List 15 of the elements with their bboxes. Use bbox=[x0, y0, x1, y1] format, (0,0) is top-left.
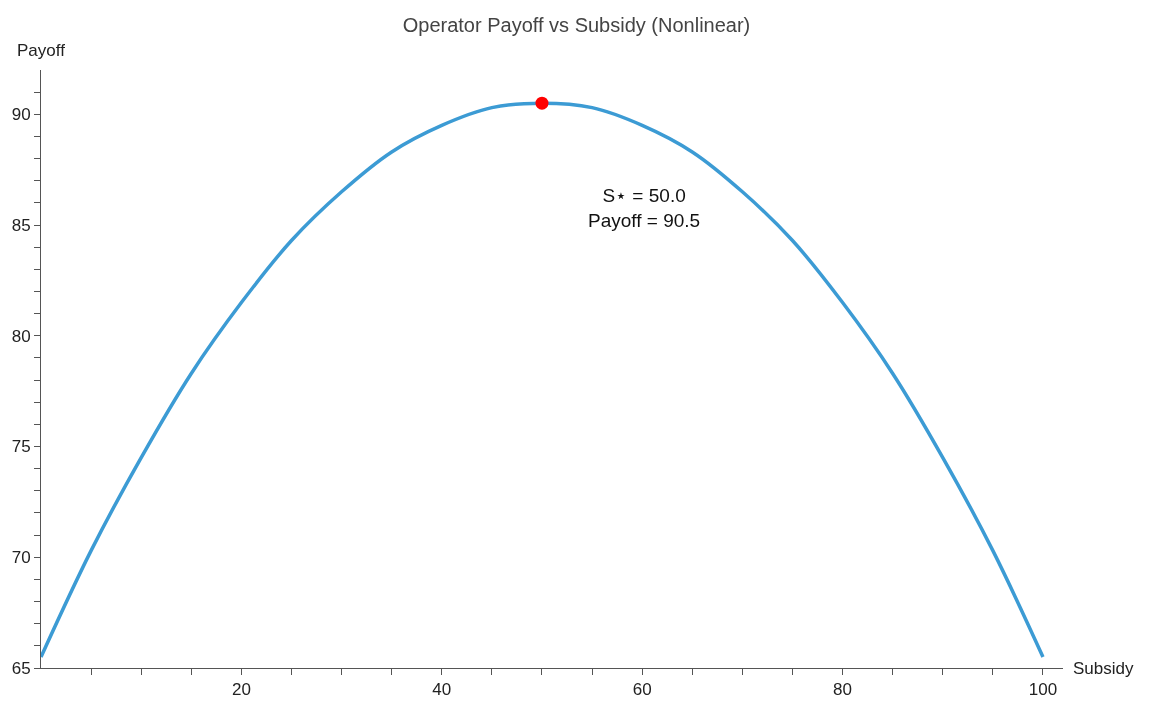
x-tick-label: 100 bbox=[1028, 680, 1058, 700]
y-tick-label: 65 bbox=[11, 658, 31, 678]
y-tick-label: 75 bbox=[11, 437, 31, 457]
x-tick-label: 20 bbox=[231, 680, 251, 700]
y-tick-label: 85 bbox=[11, 215, 31, 235]
annotation: S⋆ = 50.0 Payoff = 90.5 bbox=[588, 185, 701, 231]
y-tick-label: 70 bbox=[11, 548, 31, 568]
x-tick-label: 60 bbox=[632, 680, 652, 700]
y-tick-label: 80 bbox=[11, 326, 31, 346]
y-axis-title: Payoff bbox=[17, 41, 66, 60]
chart-title: Operator Payoff vs Subsidy (Nonlinear) bbox=[402, 13, 751, 36]
x-tick-label: 80 bbox=[833, 680, 853, 700]
y-tick-label: 90 bbox=[11, 105, 31, 125]
x-axis-title: Subsidy bbox=[1073, 659, 1134, 678]
x-tick-label: 40 bbox=[432, 680, 452, 700]
